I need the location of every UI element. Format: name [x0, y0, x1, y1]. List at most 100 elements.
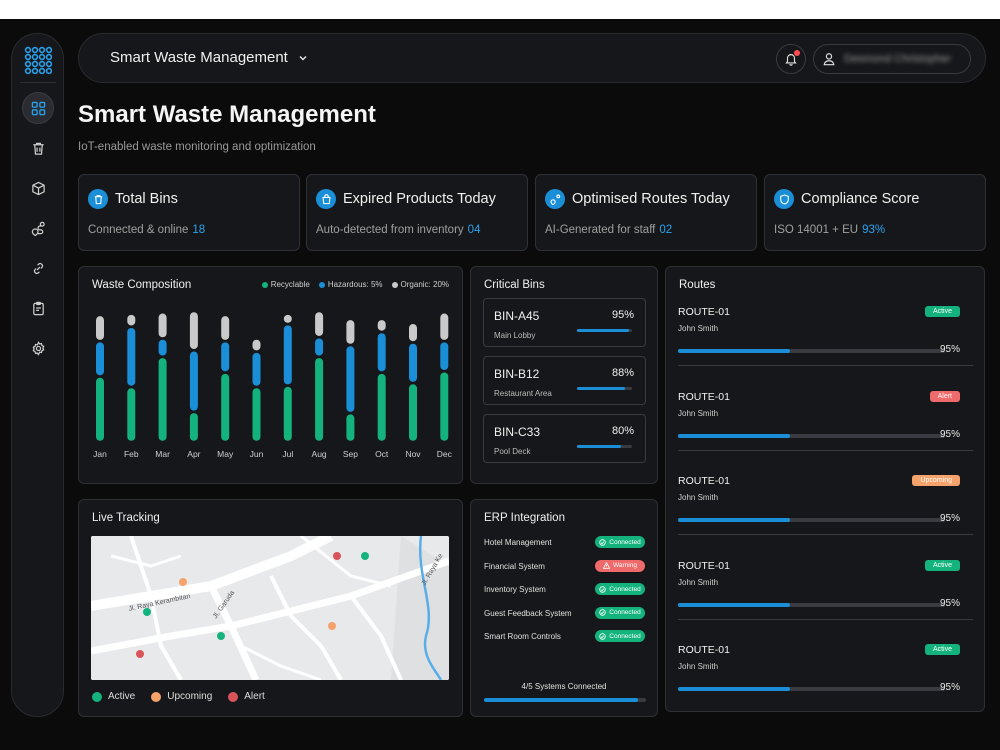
stat-card-total-bins[interactable]: Total Bins Connected & online 18: [78, 174, 300, 251]
route-percent: 95%: [939, 597, 960, 609]
map-canvas: Jl. Raya Kerambitan Jl. Garuda Jl. Raya …: [91, 536, 449, 680]
route-status-badge: Upcoming: [912, 475, 960, 486]
route-id: ROUTE-01: [678, 475, 730, 487]
nav-integrations[interactable]: [22, 252, 54, 284]
expired-product-icon: [316, 189, 336, 209]
bin-fill-bar: [577, 387, 626, 390]
bin-location: Restaurant Area: [494, 389, 552, 398]
stat-title: Optimised Routes Today: [572, 191, 730, 207]
bin-location: Main Lobby: [494, 331, 536, 340]
bin-fill-percent: 88%: [611, 367, 634, 379]
check-circle-icon: [599, 585, 606, 593]
bar-segment-hazardous: [189, 351, 198, 411]
nav-routes[interactable]: [22, 212, 54, 244]
stat-card-compliance-score[interactable]: Compliance Score ISO 14001 + EU 93%: [764, 174, 986, 251]
month-label: May: [217, 449, 234, 459]
stat-label: ISO 14001 + EU: [774, 224, 859, 236]
user-name: Desmond Christopher: [844, 53, 951, 65]
erp-status-pill: Connected: [595, 583, 645, 595]
waste-bar-chart: [96, 312, 449, 441]
bin-fill-track: [577, 329, 632, 332]
bar-segment-hazardous: [158, 339, 167, 356]
bar-segment-recyclable: [409, 384, 417, 441]
marker-alert[interactable]: [333, 552, 341, 560]
bar-segment-organic: [409, 324, 417, 342]
waste-legend: Recyclable Hazardous: 5% Organic: 20%: [261, 280, 449, 289]
erp-status-pill: Connected: [595, 630, 645, 642]
tracking-map[interactable]: Jl. Raya Kerambitan Jl. Garuda Jl. Raya …: [91, 536, 449, 680]
trash-icon: [88, 189, 108, 209]
bar-segment-hazardous: [252, 352, 261, 386]
routes-title: Routes: [679, 279, 716, 291]
nav-bins[interactable]: [22, 132, 54, 164]
bin-fill-percent: 95%: [611, 309, 634, 321]
month-label: Sep: [342, 449, 358, 459]
bar-segment-hazardous: [440, 342, 449, 371]
route-item[interactable]: ROUTE-01 John Smith Active 95%: [678, 644, 973, 719]
nav-compliance[interactable]: [22, 292, 54, 324]
erp-system-name: Guest Feedback System: [484, 608, 572, 618]
critical-bin-item[interactable]: BIN-C33 Pool Deck 80%: [483, 414, 646, 463]
route-percent: 95%: [939, 428, 960, 440]
warning-icon: [603, 562, 611, 569]
route-pin-icon: [31, 221, 45, 236]
route-item[interactable]: ROUTE-01 John Smith Alert 95%: [678, 390, 973, 466]
bar-segment-hazardous: [377, 333, 386, 372]
bar-segment-hazardous: [346, 346, 355, 412]
month-label: Dec: [436, 449, 452, 459]
erp-status-pill: Connected: [595, 536, 645, 548]
bar-segment-recyclable: [221, 373, 230, 441]
user-menu[interactable]: Desmond Christopher: [813, 44, 971, 74]
route-item[interactable]: ROUTE-01 John Smith Upcoming 95%: [678, 475, 973, 550]
bar-segment-organic: [440, 313, 449, 340]
bar-segment-recyclable: [127, 388, 136, 441]
workspace-selector[interactable]: Smart Waste Management: [110, 49, 308, 66]
bin-id: BIN-C33: [494, 425, 541, 439]
workspace-title: Smart Waste Management: [110, 49, 288, 66]
nav-dashboard[interactable]: [22, 92, 54, 124]
bar-segment-recyclable: [189, 413, 198, 441]
route-id: ROUTE-01: [678, 644, 730, 656]
notifications-button[interactable]: [776, 44, 806, 74]
stat-card-optimised-routes[interactable]: Optimised Routes Today AI-Generated for …: [535, 174, 757, 251]
route-staff: John Smith: [678, 324, 719, 333]
stat-card-expired-products[interactable]: Expired Products Today Auto-detected fro…: [306, 174, 528, 251]
chevron-down-icon: [299, 55, 307, 61]
critical-title: Critical Bins: [484, 279, 545, 291]
route-percent: 95%: [939, 682, 960, 693]
route-status-badge: Active: [924, 306, 960, 317]
legend-active: Active: [92, 691, 135, 702]
marker-alert[interactable]: [136, 650, 144, 658]
stat-title: Compliance Score: [801, 191, 920, 207]
user-icon: [823, 53, 835, 66]
marker-upcoming[interactable]: [328, 622, 336, 630]
bar-segment-hazardous: [283, 325, 292, 385]
marker-upcoming[interactable]: [179, 578, 187, 586]
marker-active[interactable]: [361, 552, 369, 560]
bar-segment-recyclable: [377, 373, 386, 441]
nav-settings[interactable]: [22, 332, 54, 364]
route-percent: 95%: [939, 513, 960, 524]
clipboard-icon: [32, 301, 44, 315]
route-divider: [678, 618, 973, 620]
marker-active[interactable]: [143, 608, 151, 616]
bar-segment-organic: [158, 313, 167, 338]
stat-label: Connected & online: [88, 224, 189, 236]
route-item[interactable]: ROUTE-01 John Smith Active 95%: [678, 559, 973, 635]
legend-hazardous: Hazardous: 5%: [318, 280, 383, 289]
bar-segment-hazardous: [409, 343, 417, 382]
bar-segment-hazardous: [127, 327, 136, 386]
check-circle-icon: [599, 632, 606, 640]
check-circle-icon: [599, 538, 606, 546]
app-logo-icon: [24, 46, 52, 74]
critical-bin-item[interactable]: BIN-B12 Restaurant Area 88%: [483, 356, 646, 405]
route-divider: [678, 534, 973, 535]
route-staff: John Smith: [678, 577, 719, 587]
critical-bin-item[interactable]: BIN-A45 Main Lobby 95%: [483, 298, 646, 347]
route-progress-fill: [678, 602, 791, 607]
bin-fill-bar: [577, 445, 621, 448]
route-id: ROUTE-01: [678, 306, 730, 318]
marker-active[interactable]: [217, 632, 225, 640]
nav-products[interactable]: [22, 172, 54, 204]
route-item[interactable]: ROUTE-01 John Smith Active 95%: [678, 306, 973, 381]
